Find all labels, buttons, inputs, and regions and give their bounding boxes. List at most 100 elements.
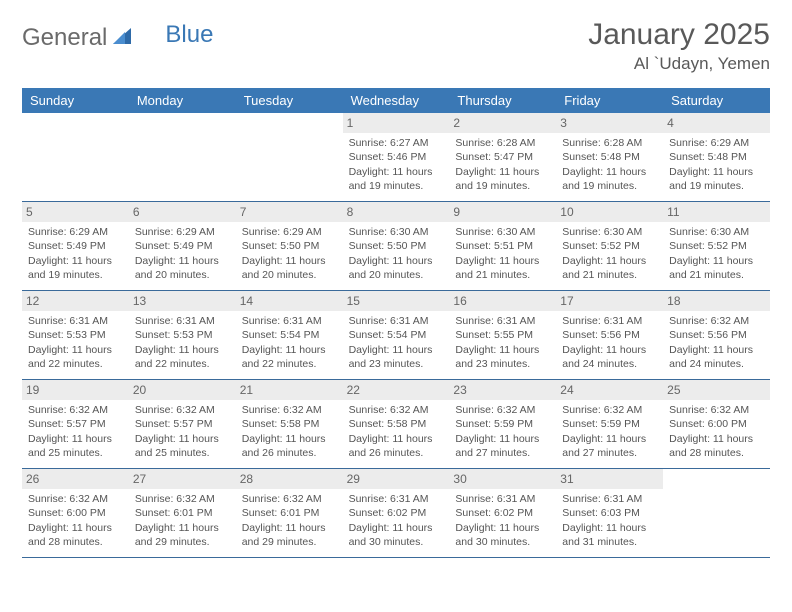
dayhead-sat: Saturday bbox=[663, 88, 770, 113]
daylight-text: Daylight: 11 hours and 26 minutes. bbox=[349, 432, 444, 460]
daylight-text: Daylight: 11 hours and 19 minutes. bbox=[349, 165, 444, 193]
day-cell: 1Sunrise: 6:27 AMSunset: 5:46 PMDaylight… bbox=[343, 113, 450, 201]
sunset-text: Sunset: 5:57 PM bbox=[135, 417, 230, 431]
daylight-text: Daylight: 11 hours and 21 minutes. bbox=[669, 254, 764, 282]
day-number: 28 bbox=[236, 469, 343, 489]
logo-text-general: General bbox=[22, 24, 107, 52]
day-cell: 17Sunrise: 6:31 AMSunset: 5:56 PMDayligh… bbox=[556, 291, 663, 379]
day-number: 11 bbox=[663, 202, 770, 222]
day-number: 18 bbox=[663, 291, 770, 311]
calendar: Sunday Monday Tuesday Wednesday Thursday… bbox=[22, 88, 770, 558]
day-cell bbox=[129, 113, 236, 201]
daylight-text: Daylight: 11 hours and 26 minutes. bbox=[242, 432, 337, 460]
week-row: 1Sunrise: 6:27 AMSunset: 5:46 PMDaylight… bbox=[22, 113, 770, 202]
day-number: 9 bbox=[449, 202, 556, 222]
dayhead-sun: Sunday bbox=[22, 88, 129, 113]
day-cell: 29Sunrise: 6:31 AMSunset: 6:02 PMDayligh… bbox=[343, 469, 450, 557]
sunset-text: Sunset: 5:49 PM bbox=[135, 239, 230, 253]
sunrise-text: Sunrise: 6:31 AM bbox=[349, 314, 444, 328]
sunset-text: Sunset: 5:57 PM bbox=[28, 417, 123, 431]
dayhead-mon: Monday bbox=[129, 88, 236, 113]
daylight-text: Daylight: 11 hours and 22 minutes. bbox=[242, 343, 337, 371]
day-cell: 31Sunrise: 6:31 AMSunset: 6:03 PMDayligh… bbox=[556, 469, 663, 557]
day-cell: 9Sunrise: 6:30 AMSunset: 5:51 PMDaylight… bbox=[449, 202, 556, 290]
daylight-text: Daylight: 11 hours and 30 minutes. bbox=[455, 521, 550, 549]
daylight-text: Daylight: 11 hours and 20 minutes. bbox=[242, 254, 337, 282]
sunset-text: Sunset: 5:56 PM bbox=[669, 328, 764, 342]
dayhead-tue: Tuesday bbox=[236, 88, 343, 113]
daylight-text: Daylight: 11 hours and 24 minutes. bbox=[562, 343, 657, 371]
sunrise-text: Sunrise: 6:32 AM bbox=[135, 492, 230, 506]
day-cell: 4Sunrise: 6:29 AMSunset: 5:48 PMDaylight… bbox=[663, 113, 770, 201]
sunset-text: Sunset: 5:52 PM bbox=[562, 239, 657, 253]
day-cell: 2Sunrise: 6:28 AMSunset: 5:47 PMDaylight… bbox=[449, 113, 556, 201]
daylight-text: Daylight: 11 hours and 23 minutes. bbox=[455, 343, 550, 371]
sunrise-text: Sunrise: 6:32 AM bbox=[562, 403, 657, 417]
sunset-text: Sunset: 5:51 PM bbox=[455, 239, 550, 253]
sunset-text: Sunset: 6:00 PM bbox=[669, 417, 764, 431]
month-title: January 2025 bbox=[588, 18, 770, 52]
dayhead-wed: Wednesday bbox=[343, 88, 450, 113]
day-cell: 12Sunrise: 6:31 AMSunset: 5:53 PMDayligh… bbox=[22, 291, 129, 379]
sunrise-text: Sunrise: 6:28 AM bbox=[455, 136, 550, 150]
day-number: 12 bbox=[22, 291, 129, 311]
day-number: 5 bbox=[22, 202, 129, 222]
sunrise-text: Sunrise: 6:27 AM bbox=[349, 136, 444, 150]
sunset-text: Sunset: 5:52 PM bbox=[669, 239, 764, 253]
daylight-text: Daylight: 11 hours and 20 minutes. bbox=[135, 254, 230, 282]
daylight-text: Daylight: 11 hours and 19 minutes. bbox=[669, 165, 764, 193]
day-cell: 20Sunrise: 6:32 AMSunset: 5:57 PMDayligh… bbox=[129, 380, 236, 468]
sunset-text: Sunset: 5:48 PM bbox=[669, 150, 764, 164]
sunset-text: Sunset: 5:47 PM bbox=[455, 150, 550, 164]
daylight-text: Daylight: 11 hours and 23 minutes. bbox=[349, 343, 444, 371]
sunrise-text: Sunrise: 6:29 AM bbox=[28, 225, 123, 239]
sunset-text: Sunset: 5:59 PM bbox=[455, 417, 550, 431]
day-header-row: Sunday Monday Tuesday Wednesday Thursday… bbox=[22, 88, 770, 113]
sunrise-text: Sunrise: 6:30 AM bbox=[349, 225, 444, 239]
day-cell: 15Sunrise: 6:31 AMSunset: 5:54 PMDayligh… bbox=[343, 291, 450, 379]
sunrise-text: Sunrise: 6:31 AM bbox=[28, 314, 123, 328]
day-cell bbox=[22, 113, 129, 201]
daylight-text: Daylight: 11 hours and 22 minutes. bbox=[135, 343, 230, 371]
day-cell: 3Sunrise: 6:28 AMSunset: 5:48 PMDaylight… bbox=[556, 113, 663, 201]
day-cell: 8Sunrise: 6:30 AMSunset: 5:50 PMDaylight… bbox=[343, 202, 450, 290]
day-number: 29 bbox=[343, 469, 450, 489]
day-cell: 30Sunrise: 6:31 AMSunset: 6:02 PMDayligh… bbox=[449, 469, 556, 557]
day-number: 22 bbox=[343, 380, 450, 400]
sunrise-text: Sunrise: 6:32 AM bbox=[455, 403, 550, 417]
day-cell: 6Sunrise: 6:29 AMSunset: 5:49 PMDaylight… bbox=[129, 202, 236, 290]
sunrise-text: Sunrise: 6:32 AM bbox=[242, 403, 337, 417]
sunset-text: Sunset: 5:55 PM bbox=[455, 328, 550, 342]
day-number: 27 bbox=[129, 469, 236, 489]
day-cell: 7 Sunrise: 6:29 AMSunset: 5:50 PMDaylight… bbox=[236, 202, 343, 290]
day-number: 7 bbox=[236, 202, 343, 222]
day-number: 15 bbox=[343, 291, 450, 311]
sunset-text: Sunset: 6:01 PM bbox=[242, 506, 337, 520]
sunset-text: Sunset: 6:03 PM bbox=[562, 506, 657, 520]
sunrise-text: Sunrise: 6:29 AM bbox=[135, 225, 230, 239]
daylight-text: Daylight: 11 hours and 28 minutes. bbox=[28, 521, 123, 549]
day-number: 17 bbox=[556, 291, 663, 311]
day-cell: 16Sunrise: 6:31 AMSunset: 5:55 PMDayligh… bbox=[449, 291, 556, 379]
sunset-text: Sunset: 5:53 PM bbox=[28, 328, 123, 342]
title-block: January 2025 Al `Udayn, Yemen bbox=[588, 18, 770, 74]
daylight-text: Daylight: 11 hours and 19 minutes. bbox=[455, 165, 550, 193]
sunset-text: Sunset: 5:58 PM bbox=[349, 417, 444, 431]
day-cell: 11Sunrise: 6:30 AMSunset: 5:52 PMDayligh… bbox=[663, 202, 770, 290]
week-row: 12Sunrise: 6:31 AMSunset: 5:53 PMDayligh… bbox=[22, 291, 770, 380]
sunset-text: Sunset: 5:56 PM bbox=[562, 328, 657, 342]
daylight-text: Daylight: 11 hours and 27 minutes. bbox=[455, 432, 550, 460]
sunset-text: Sunset: 5:50 PM bbox=[349, 239, 444, 253]
sunrise-text: Sunrise: 6:31 AM bbox=[455, 492, 550, 506]
sunrise-text: Sunrise: 6:29 AM bbox=[242, 225, 337, 239]
day-number: 1 bbox=[343, 113, 450, 133]
day-cell: 5Sunrise: 6:29 AMSunset: 5:49 PMDaylight… bbox=[22, 202, 129, 290]
sunrise-text: Sunrise: 6:32 AM bbox=[349, 403, 444, 417]
sunset-text: Sunset: 5:50 PM bbox=[242, 239, 337, 253]
daylight-text: Daylight: 11 hours and 24 minutes. bbox=[669, 343, 764, 371]
daylight-text: Daylight: 11 hours and 25 minutes. bbox=[28, 432, 123, 460]
daylight-text: Daylight: 11 hours and 21 minutes. bbox=[562, 254, 657, 282]
day-number: 10 bbox=[556, 202, 663, 222]
sunset-text: Sunset: 6:01 PM bbox=[135, 506, 230, 520]
daylight-text: Daylight: 11 hours and 28 minutes. bbox=[669, 432, 764, 460]
